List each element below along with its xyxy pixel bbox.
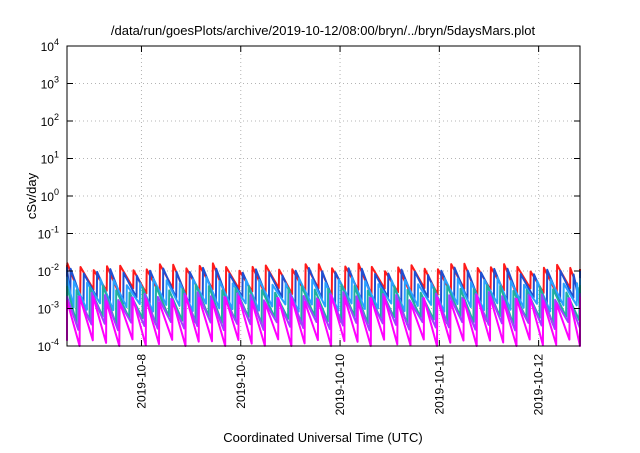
x-tick-label: 2019-10-11 (432, 354, 446, 415)
x-tick-label: 2019-10-12 (532, 354, 546, 416)
y-tick-label: 100 (41, 187, 59, 204)
series-line (66, 294, 581, 347)
y-tick-label: 10-3 (38, 300, 59, 317)
axis-ticks (67, 45, 580, 347)
y-tick-label: 10-2 (38, 262, 59, 279)
x-axis-title: Coordinated Universal Time (UTC) (223, 430, 422, 445)
x-tick-label: 2019-10-9 (234, 354, 248, 409)
y-tick-label: 101 (41, 150, 59, 167)
chart-title: /data/run/goesPlots/archive/2019-10-12/0… (111, 23, 536, 38)
y-axis-title: cSv/day (24, 172, 39, 219)
y-tick-label: 102 (41, 112, 59, 129)
x-tick-label: 2019-10-8 (134, 354, 148, 409)
y-tick-labels: 10-4 10-3 10-2 10-1 100 101 102 103 104 (38, 37, 59, 354)
y-tick-label: 103 (41, 75, 59, 92)
y-tick-label: 104 (41, 37, 59, 54)
series-layer (66, 262, 581, 347)
y-tick-label: 10-4 (38, 337, 59, 354)
y-tick-label: 10-1 (38, 225, 59, 242)
x-tick-label: 2019-10-10 (333, 354, 347, 416)
x-tick-labels: 2019-10-8 2019-10-9 2019-10-10 2019-10-11 20… (134, 354, 545, 416)
